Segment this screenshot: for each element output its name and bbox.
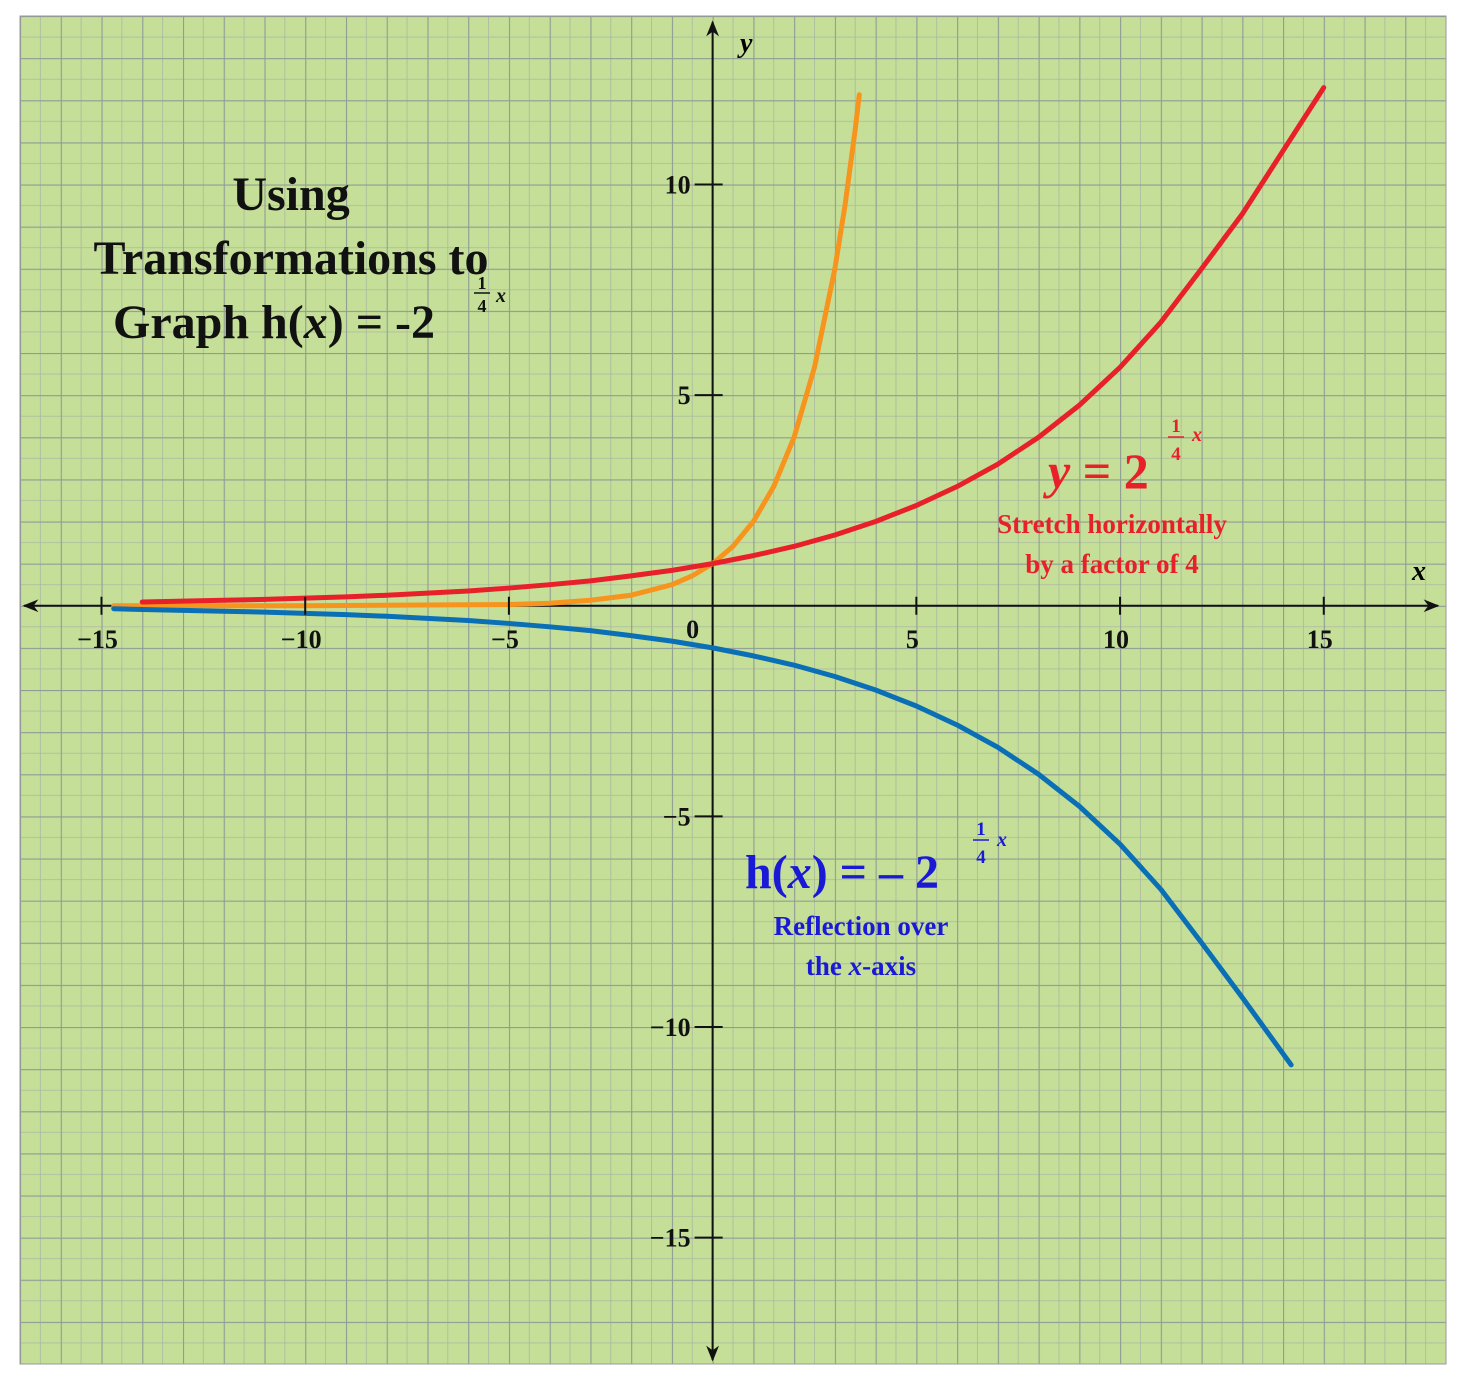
x-axis-label: x bbox=[1411, 556, 1426, 587]
exponent-denominator: 4 bbox=[976, 847, 986, 868]
note-part: Reflection over bbox=[774, 911, 949, 941]
y-tick-label: 10 bbox=[665, 171, 691, 200]
note-part: the bbox=[806, 951, 849, 981]
title-line: Transformations to bbox=[93, 232, 488, 285]
plot-background bbox=[19, 15, 1447, 1365]
annotation-formula: h(x) = – 2 bbox=[745, 846, 939, 899]
y-tick-label: −10 bbox=[650, 1013, 691, 1042]
annotation: y = 2 1 4 x Stretch horizontally by a fa… bbox=[997, 416, 1227, 579]
annotation-note: by a factor of 4 bbox=[1025, 549, 1198, 579]
x-tick-label: −10 bbox=[281, 625, 322, 654]
formula-part: x bbox=[787, 846, 812, 899]
note-part: by a factor of 4 bbox=[1025, 549, 1198, 579]
y-tick-label: −5 bbox=[663, 802, 691, 831]
exponent-denominator: 4 bbox=[1171, 444, 1181, 465]
title-line: Using bbox=[232, 168, 349, 221]
formula-part: h( bbox=[745, 846, 788, 899]
formula-part: ) = – 2 bbox=[812, 846, 939, 899]
y-tick-label: 5 bbox=[678, 381, 691, 410]
title-line: Graph h(x) = -2 bbox=[113, 296, 435, 349]
x-tick-label: −5 bbox=[491, 625, 519, 654]
annotation-formula: y = 2 bbox=[1043, 443, 1149, 499]
note-part: x bbox=[848, 951, 863, 981]
title-part: Graph h( bbox=[113, 296, 304, 349]
formula-part: y bbox=[1043, 443, 1071, 499]
exponent-numerator: 1 bbox=[1171, 416, 1181, 437]
x-tick-label: −15 bbox=[77, 625, 118, 654]
ticks: −15 −10 −5 0 5 10 15 −15 −10 −5 5 10 bbox=[77, 171, 1333, 1253]
annotation-note: Stretch horizontally bbox=[997, 509, 1227, 539]
note-part: -axis bbox=[862, 951, 916, 981]
y-axis-label: y bbox=[737, 28, 753, 59]
curve bbox=[139, 85, 1327, 605]
exponent-variable: x bbox=[1191, 424, 1202, 446]
x-tick-label: 15 bbox=[1307, 625, 1333, 654]
exponent-variable: x bbox=[996, 829, 1007, 851]
title-part: x bbox=[303, 296, 328, 349]
exponent-numerator: 1 bbox=[478, 273, 487, 293]
x-tick-label: 0 bbox=[686, 615, 699, 644]
curve bbox=[111, 606, 1294, 1068]
exponent-numerator: 1 bbox=[976, 819, 986, 840]
annotation-note: Reflection over bbox=[774, 911, 949, 941]
x-tick-label: 10 bbox=[1103, 625, 1129, 654]
title-part: ) = -2 bbox=[328, 296, 435, 349]
curves bbox=[111, 85, 1327, 1068]
formula-part: = 2 bbox=[1070, 443, 1149, 499]
annotation: h(x) = – 2 1 4 x Reflection over the x-a… bbox=[745, 819, 1007, 981]
exponent-denominator: 4 bbox=[478, 296, 487, 316]
x-tick-label: 5 bbox=[906, 625, 919, 654]
note-part: Stretch horizontally bbox=[997, 509, 1227, 539]
title: Using Transformations to Graph h(x) = -2… bbox=[93, 168, 506, 349]
annotation-note: the x-axis bbox=[806, 951, 916, 981]
exponent-variable: x bbox=[495, 285, 506, 307]
curve bbox=[111, 92, 862, 609]
y-tick-label: −15 bbox=[650, 1224, 691, 1253]
